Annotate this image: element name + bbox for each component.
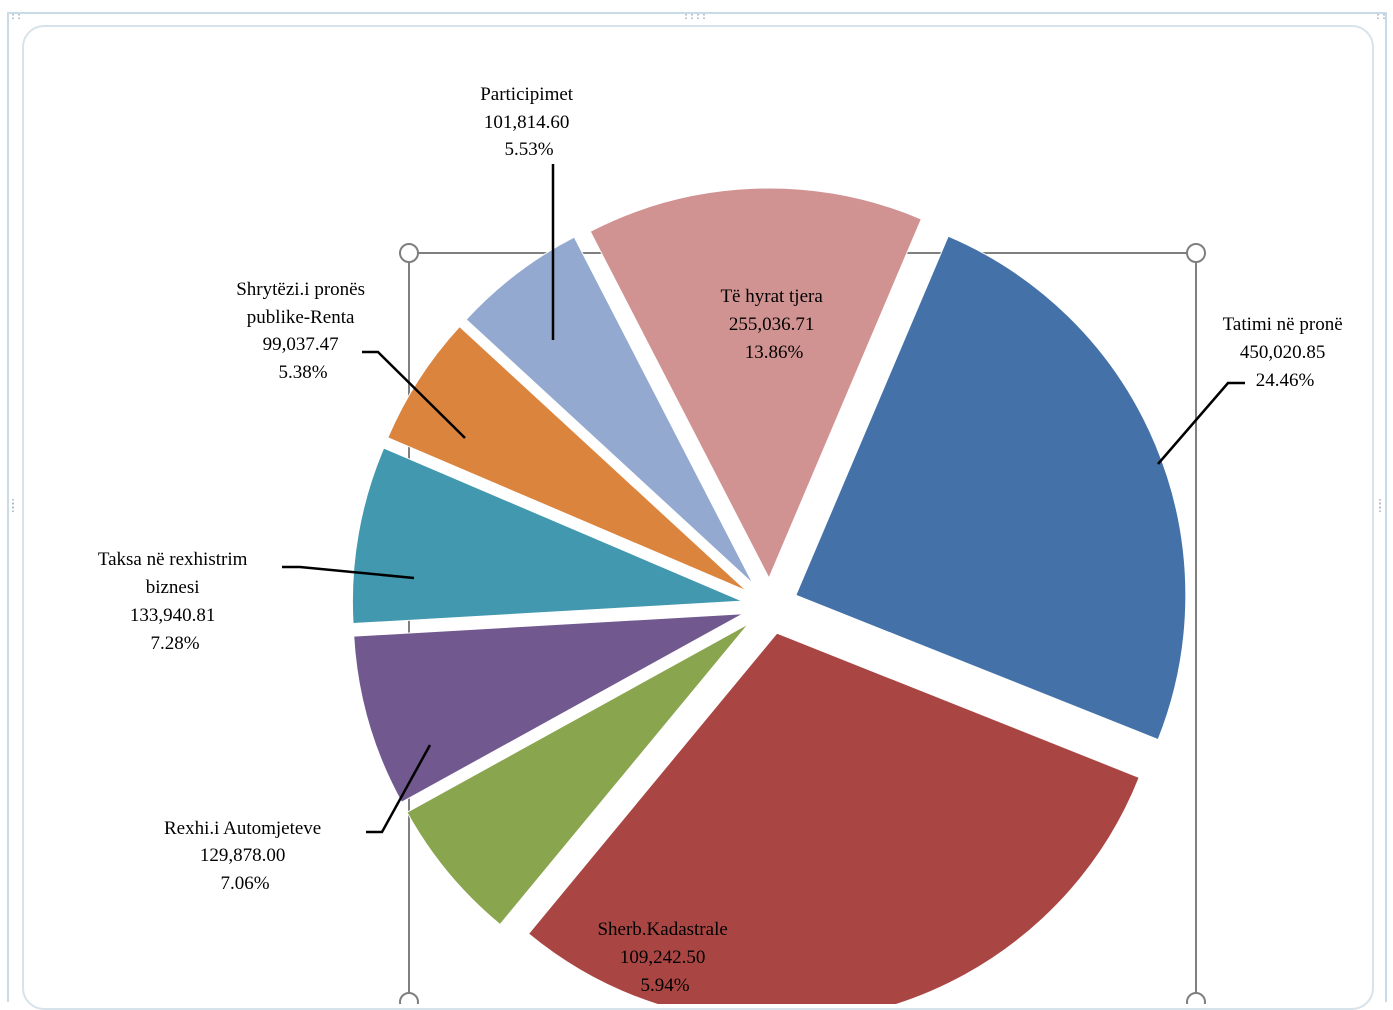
plot-area-handle-bottom-right[interactable] — [1186, 992, 1206, 1004]
pie-slice-6[interactable] — [465, 236, 754, 585]
leader-line-tatimi — [1157, 381, 1245, 465]
label-participimet: Participimet 101,814.60 5.53% — [480, 84, 578, 160]
label-tatimi: Tatimi në pronë 450,020.85 24.46% — [1223, 314, 1348, 391]
plot-area-handle-bottom-left[interactable] — [399, 992, 419, 1004]
plot-area-handle-top-left[interactable] — [399, 243, 419, 263]
top-left-resize-grip[interactable]: :: — [10, 11, 23, 22]
pie-slice-2[interactable] — [406, 623, 749, 926]
pie-slice-4[interactable] — [351, 447, 743, 625]
pie-slice-7[interactable] — [589, 187, 922, 580]
label-kadastrale: Sherb.Kadastrale 109,242.50 5.94% — [597, 919, 732, 996]
top-resize-grip[interactable]: :::: — [683, 11, 708, 22]
leader-line-taksa — [282, 565, 415, 580]
pie-slice-3[interactable] — [353, 613, 744, 803]
label-automjeteve: Rexhi.i Automjeteve 129,878.00 7.06% — [164, 818, 326, 894]
pie-slice-0[interactable] — [795, 235, 1187, 741]
pie-slice-1[interactable] — [527, 632, 1140, 1004]
top-right-resize-grip[interactable]: :: — [1375, 11, 1388, 22]
left-resize-grip[interactable]: ::: — [10, 496, 17, 515]
leader-line-automjeteve — [366, 744, 432, 834]
leader-line-renta — [362, 350, 466, 439]
label-te-hyrat-tjera: Të hyrat tjera 255,036.71 13.86% — [720, 286, 827, 363]
chart-frame-outer — [7, 12, 1387, 1002]
plot-area-handle-top-right[interactable] — [1186, 243, 1206, 263]
right-resize-grip[interactable]: ::: — [1377, 496, 1384, 515]
label-taksa: Taksa në rexhistrim biznesi 133,940.81 7… — [98, 549, 252, 654]
label-renta: Shrytëzi.i pronës publike-Renta 99,037.4… — [236, 279, 370, 383]
pie-slice-5[interactable] — [387, 325, 747, 592]
